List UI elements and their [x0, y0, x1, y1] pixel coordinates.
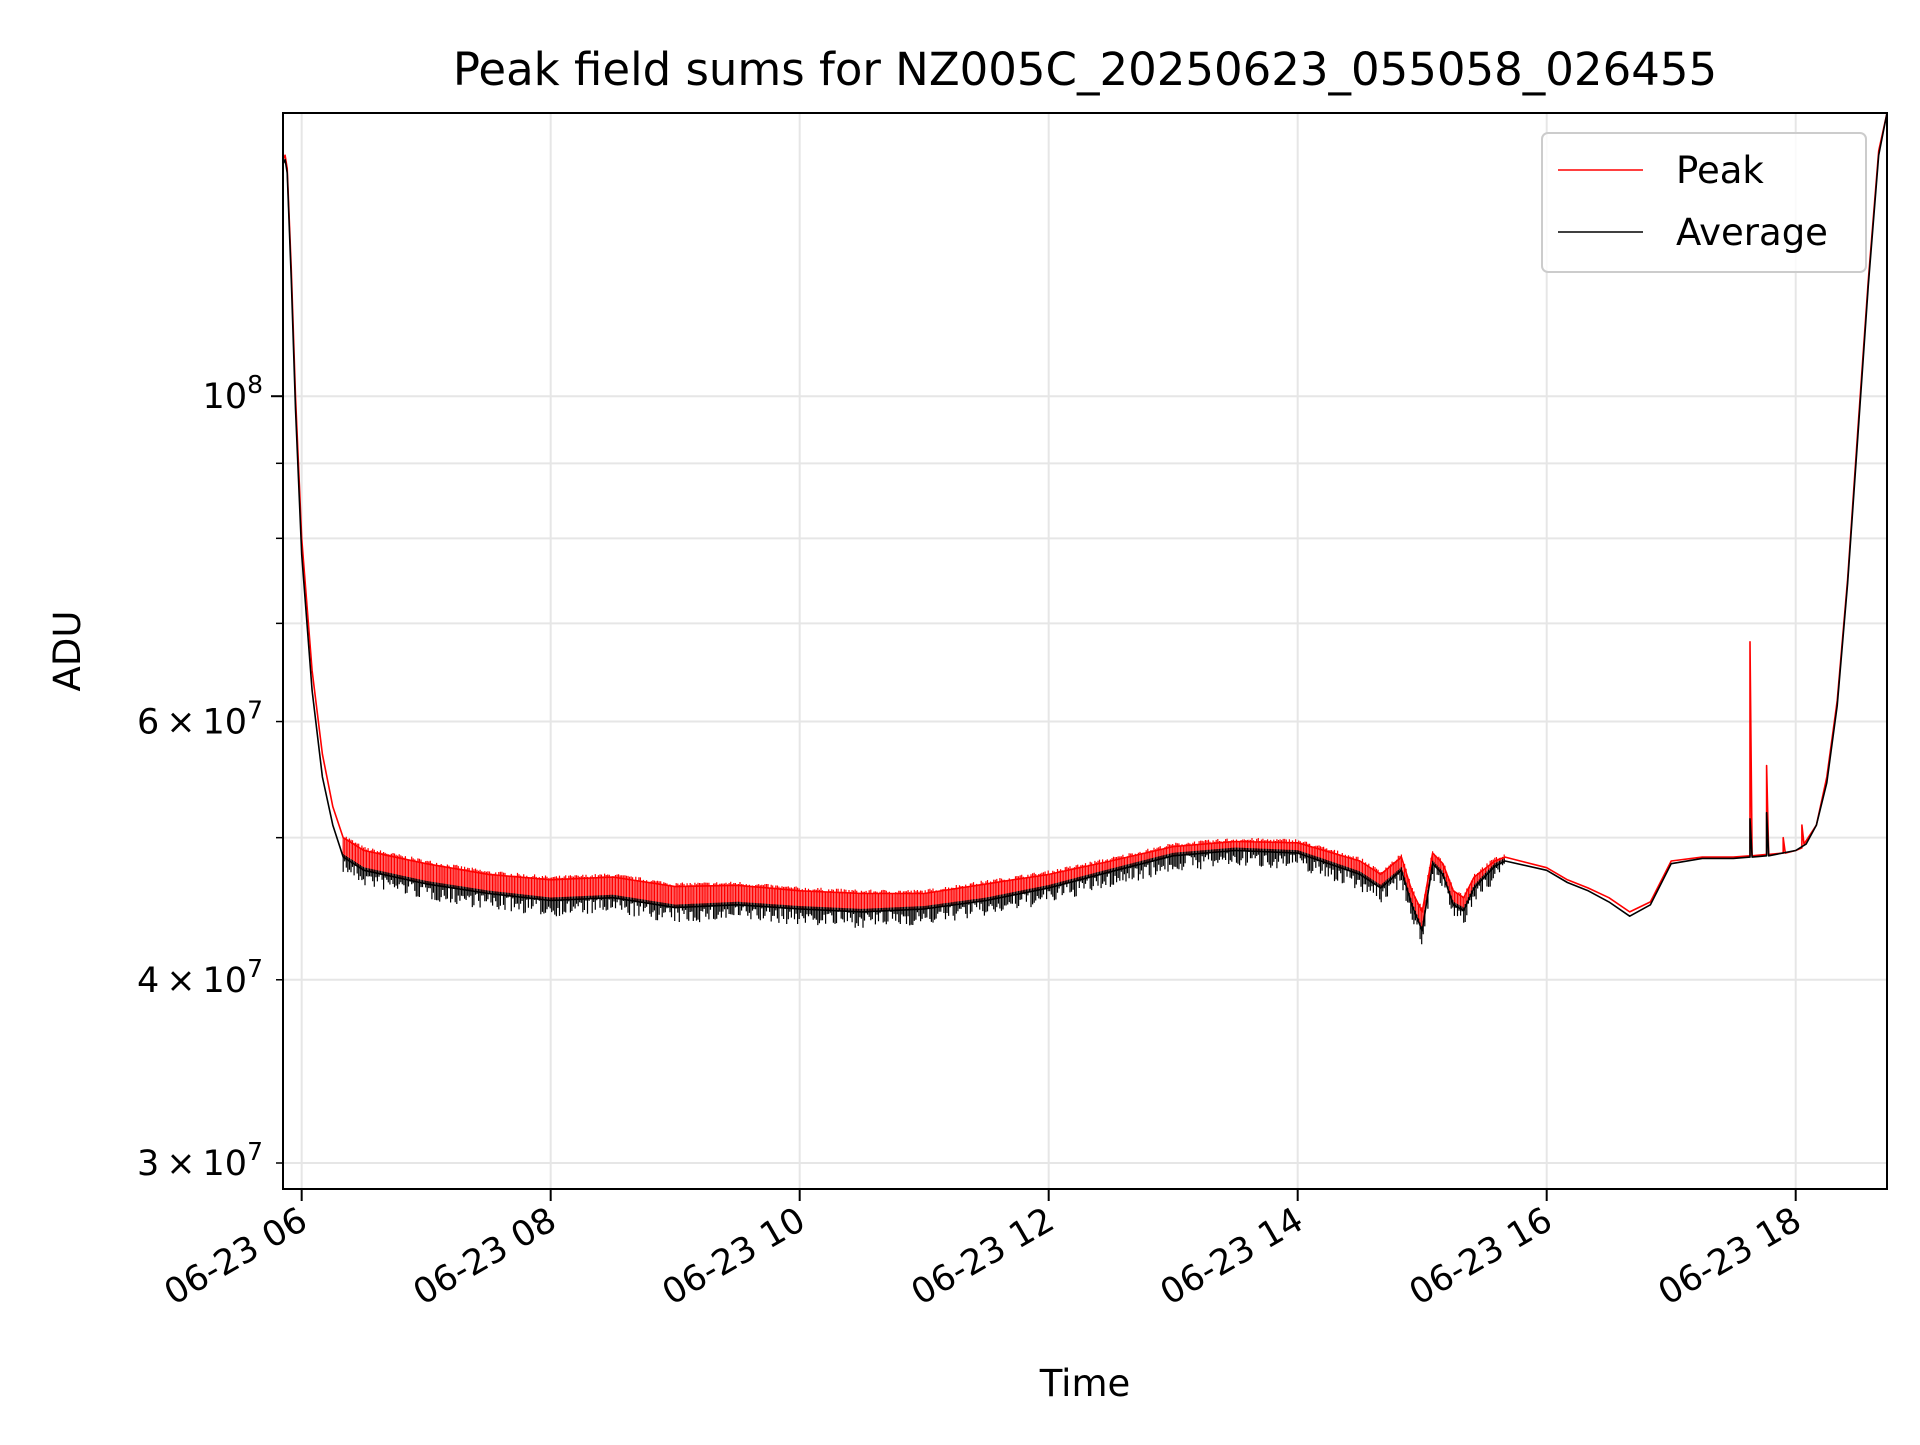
peak-noise-band — [342, 836, 1505, 930]
y-axis-ticks: 108 3 × 107 4 × 107 6 × 107 — [137, 370, 283, 1184]
y-tick-label: 6 × 107 — [137, 696, 263, 743]
legend-label-average: Average — [1676, 211, 1828, 254]
series-lines — [282, 112, 1888, 932]
y-axis-label: ADU — [46, 611, 89, 692]
chart-title: Peak field sums for NZ005C_20250623_0550… — [453, 43, 1717, 96]
legend-box — [1541, 132, 1867, 273]
series-line-average — [282, 112, 1888, 932]
y-tick-label: 4 × 107 — [137, 954, 263, 1001]
y-tick-label: 108 — [203, 370, 263, 417]
x-axis-label: Time — [1039, 1362, 1131, 1405]
legend-label-peak: Peak — [1676, 149, 1764, 192]
grid-lines — [283, 113, 1887, 1189]
legend: Peak Average — [1541, 132, 1867, 273]
y-tick-label: 3 × 107 — [137, 1137, 263, 1184]
plot-frame — [282, 112, 1888, 1190]
